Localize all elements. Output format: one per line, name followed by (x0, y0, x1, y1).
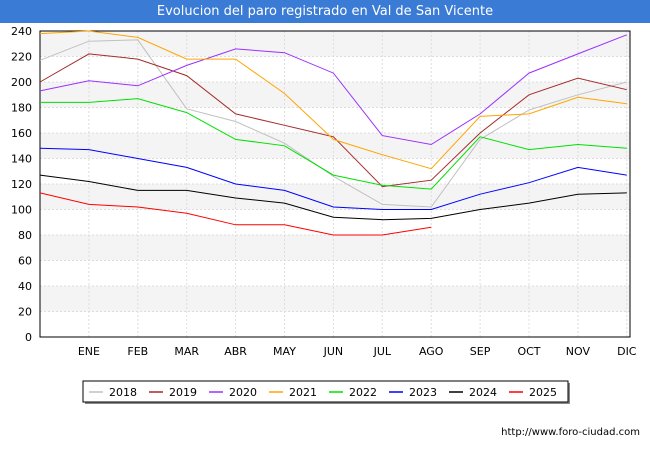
legend-label-2021: 2021 (289, 386, 317, 399)
grid-band (40, 82, 630, 108)
x-tick-label: OCT (517, 345, 540, 358)
legend-label-2024: 2024 (469, 386, 497, 399)
y-tick-label: 100 (11, 204, 32, 217)
series-line-2022 (40, 98, 627, 190)
x-tick-label: SEP (470, 345, 491, 358)
y-tick-label: 40 (18, 280, 32, 293)
series-line-2018 (39, 39, 627, 208)
series-line-2021 (39, 30, 627, 170)
y-tick-label: 220 (11, 51, 32, 64)
y-tick-label: 160 (11, 127, 32, 140)
y-tick-label: 200 (11, 76, 32, 89)
y-tick-label: 20 (18, 306, 32, 319)
source-url[interactable]: http://www.foro-ciudad.com (501, 427, 640, 438)
x-tick-label: MAR (174, 345, 199, 358)
x-tick-label: ENE (78, 345, 100, 358)
y-tick-label: 80 (18, 229, 32, 242)
plot-border (39, 30, 631, 338)
x-tick-label: JUN (323, 345, 344, 358)
grid-band (40, 235, 630, 261)
x-tick-label: ABR (224, 345, 247, 358)
legend-label-2025: 2025 (529, 386, 557, 399)
y-tick-label: 120 (11, 178, 32, 191)
grid-band (40, 184, 630, 210)
series-line-2019 (39, 53, 627, 188)
y-tick-label: 60 (18, 255, 32, 268)
series-line-2023 (39, 147, 627, 210)
legend-box (82, 380, 569, 403)
legend-label-2023: 2023 (409, 386, 437, 399)
legend-label-2019: 2019 (169, 386, 197, 399)
y-tick-label: 140 (11, 153, 32, 166)
x-tick-label: NOV (566, 345, 591, 358)
x-tick-label: JUL (373, 345, 392, 358)
x-tick-label: DIC (617, 345, 637, 358)
series-line-2020 (39, 34, 627, 146)
x-tick-label: FEB (127, 345, 148, 358)
chart-title: Evolucion del paro registrado en Val de … (0, 0, 650, 23)
series-line-2024 (39, 174, 627, 221)
legend-label-2018: 2018 (109, 386, 137, 399)
y-tick-label: 180 (11, 102, 32, 115)
x-tick-label: MAY (273, 345, 296, 358)
legend-label-2022: 2022 (349, 386, 377, 399)
series-line-2025 (39, 192, 432, 236)
grid-band (40, 286, 630, 312)
x-tick-label: AGO (419, 345, 444, 358)
y-tick-label: 0 (25, 331, 32, 344)
legend-label-2020: 2020 (229, 386, 257, 399)
grid-band (40, 31, 630, 57)
y-tick-label: 240 (11, 25, 32, 38)
grid-band (40, 133, 630, 159)
